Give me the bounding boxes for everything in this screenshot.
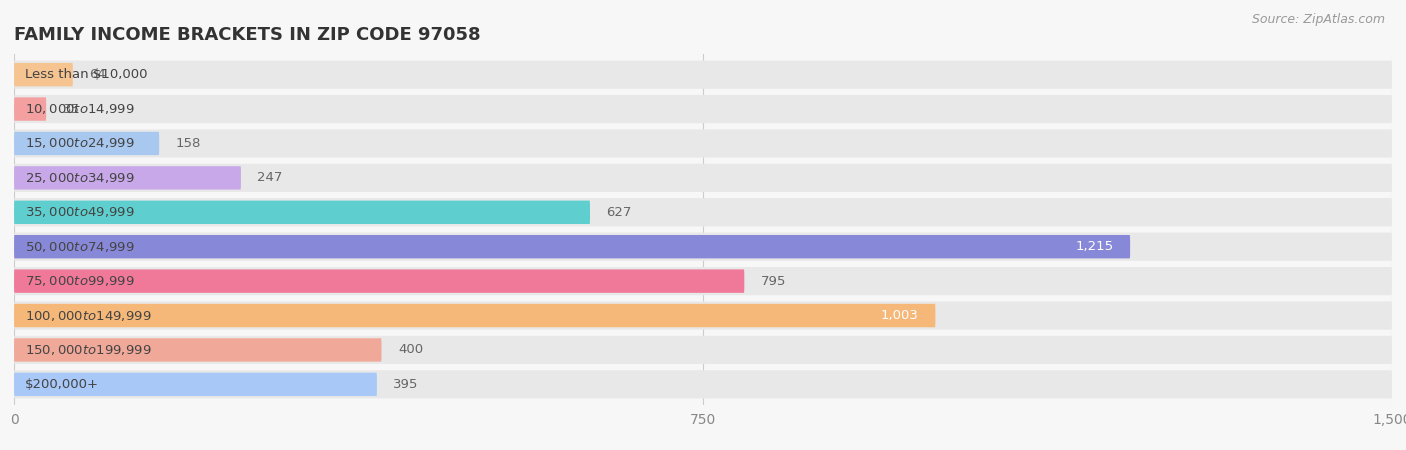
Text: Source: ZipAtlas.com: Source: ZipAtlas.com	[1251, 14, 1385, 27]
FancyBboxPatch shape	[14, 95, 1392, 123]
FancyBboxPatch shape	[14, 63, 73, 86]
Text: 158: 158	[176, 137, 201, 150]
Text: $75,000 to $99,999: $75,000 to $99,999	[25, 274, 135, 288]
FancyBboxPatch shape	[14, 235, 1130, 258]
FancyBboxPatch shape	[14, 336, 1392, 364]
Text: $10,000 to $14,999: $10,000 to $14,999	[25, 102, 135, 116]
FancyBboxPatch shape	[14, 166, 240, 189]
FancyBboxPatch shape	[14, 201, 591, 224]
FancyBboxPatch shape	[14, 270, 744, 293]
FancyBboxPatch shape	[14, 198, 1392, 226]
FancyBboxPatch shape	[14, 164, 1392, 192]
Text: 64: 64	[90, 68, 105, 81]
Text: 247: 247	[257, 171, 283, 184]
Text: $150,000 to $199,999: $150,000 to $199,999	[25, 343, 152, 357]
FancyBboxPatch shape	[14, 233, 1392, 261]
FancyBboxPatch shape	[14, 132, 159, 155]
FancyBboxPatch shape	[14, 267, 1392, 295]
Text: 795: 795	[761, 274, 786, 288]
Text: 400: 400	[398, 343, 423, 356]
FancyBboxPatch shape	[14, 304, 935, 327]
FancyBboxPatch shape	[14, 373, 377, 396]
Text: $50,000 to $74,999: $50,000 to $74,999	[25, 240, 135, 254]
Text: 395: 395	[394, 378, 419, 391]
Text: 1,003: 1,003	[882, 309, 920, 322]
Text: $25,000 to $34,999: $25,000 to $34,999	[25, 171, 135, 185]
FancyBboxPatch shape	[14, 97, 46, 121]
Text: $100,000 to $149,999: $100,000 to $149,999	[25, 309, 152, 323]
FancyBboxPatch shape	[14, 370, 1392, 398]
FancyBboxPatch shape	[14, 61, 1392, 89]
Text: $35,000 to $49,999: $35,000 to $49,999	[25, 205, 135, 219]
Text: Less than $10,000: Less than $10,000	[25, 68, 148, 81]
Text: $15,000 to $24,999: $15,000 to $24,999	[25, 136, 135, 150]
FancyBboxPatch shape	[14, 338, 381, 362]
Text: $200,000+: $200,000+	[25, 378, 98, 391]
Text: 35: 35	[63, 103, 80, 116]
Text: 627: 627	[606, 206, 631, 219]
Text: FAMILY INCOME BRACKETS IN ZIP CODE 97058: FAMILY INCOME BRACKETS IN ZIP CODE 97058	[14, 26, 481, 44]
FancyBboxPatch shape	[14, 302, 1392, 330]
Text: 1,215: 1,215	[1076, 240, 1114, 253]
FancyBboxPatch shape	[14, 129, 1392, 157]
